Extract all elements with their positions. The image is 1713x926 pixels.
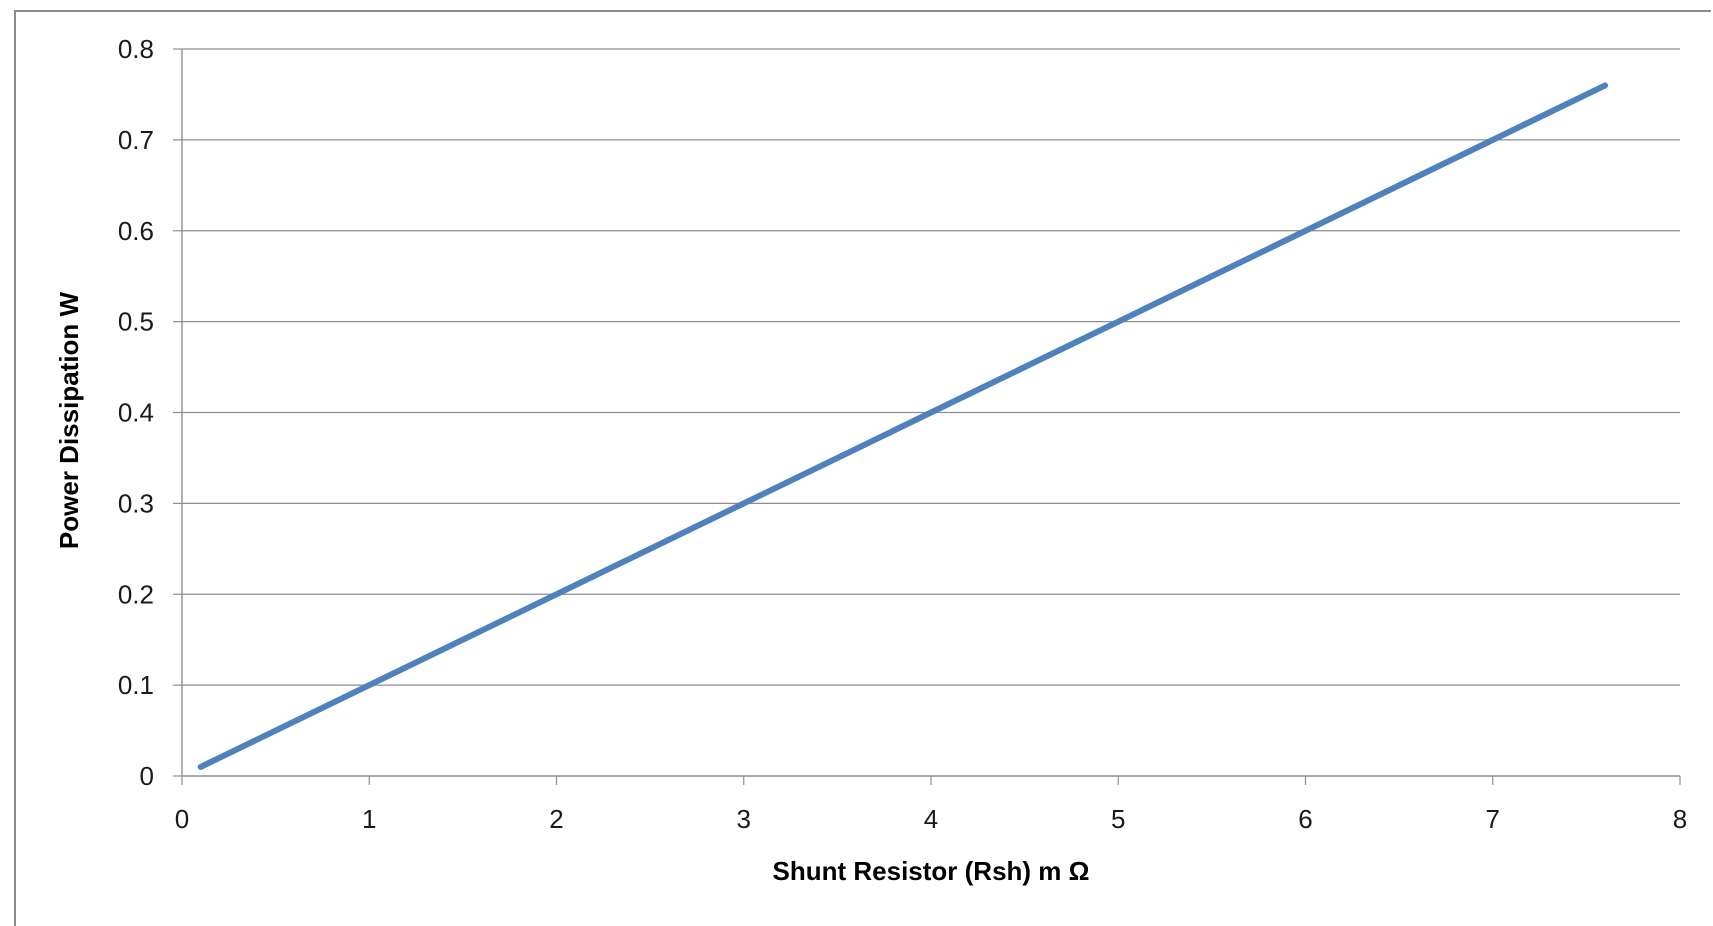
x-tick-label: 5 [1111, 804, 1125, 834]
x-axis-title: Shunt Resistor (Rsh) m Ω [773, 856, 1090, 886]
y-tick-label: 0.1 [118, 670, 154, 700]
x-tick-label: 2 [549, 804, 563, 834]
grid-lines [182, 48, 1680, 686]
x-tick-label: 1 [362, 804, 376, 834]
y-tick-label: 0.8 [118, 34, 154, 64]
y-tick-label: 0.6 [118, 216, 154, 246]
y-axis-title: Power Dissipation W [54, 291, 84, 549]
y-tick-label: 0.7 [118, 125, 154, 155]
series-line-0 [197, 82, 1609, 770]
y-tick-label: 0.2 [118, 579, 154, 609]
x-tick-label: 0 [175, 804, 189, 834]
series-layer [197, 82, 1609, 770]
x-tick-label: 6 [1298, 804, 1312, 834]
x-axis-ticks: 0 1 2 3 4 5 6 7 8 [175, 776, 1687, 834]
x-tick-label: 4 [924, 804, 938, 834]
y-tick-label: 0 [140, 761, 154, 791]
y-tick-label: 0.4 [118, 398, 154, 428]
y-axis-ticks: 0 0.1 0.2 0.3 0.4 0.5 0.6 0.7 0.8 [118, 34, 182, 791]
x-tick-label: 8 [1673, 804, 1687, 834]
chart-frame [14, 10, 1711, 926]
y-tick-label: 0.3 [118, 488, 154, 518]
x-tick-label: 7 [1486, 804, 1500, 834]
y-tick-label: 0.5 [118, 307, 154, 337]
x-tick-label: 3 [737, 804, 751, 834]
